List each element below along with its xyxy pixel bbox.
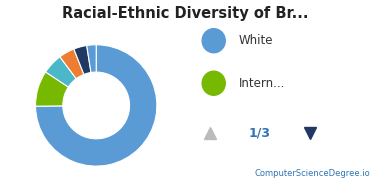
Wedge shape	[36, 72, 68, 106]
Text: ComputerScienceDegree.io: ComputerScienceDegree.io	[254, 169, 370, 178]
Text: 1/3: 1/3	[249, 127, 271, 140]
Wedge shape	[46, 57, 76, 87]
Text: Racial-Ethnic Diversity of Br...: Racial-Ethnic Diversity of Br...	[62, 6, 308, 21]
Text: White: White	[239, 34, 273, 47]
Wedge shape	[60, 49, 84, 79]
Circle shape	[202, 71, 225, 95]
Text: 74.8%: 74.8%	[87, 107, 118, 116]
Text: Intern...: Intern...	[239, 77, 285, 90]
Wedge shape	[74, 46, 91, 74]
Wedge shape	[87, 45, 96, 73]
Circle shape	[202, 29, 225, 53]
Wedge shape	[36, 45, 157, 166]
